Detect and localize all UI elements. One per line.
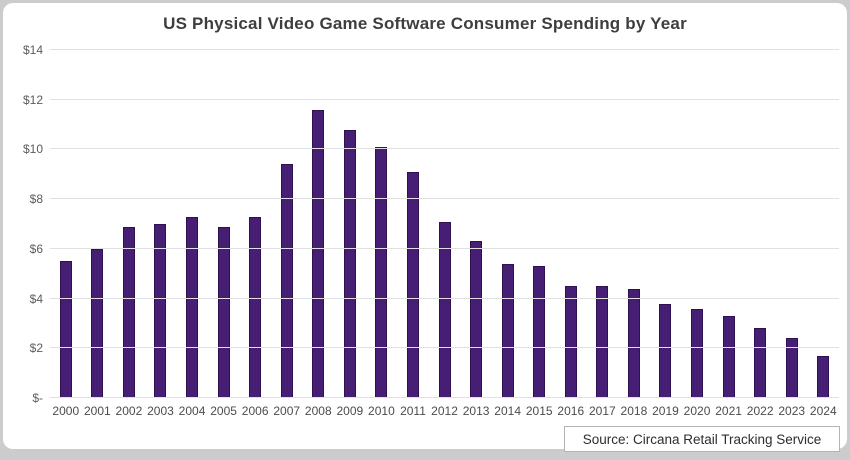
bar-column: 2017 bbox=[587, 50, 619, 417]
bar-column: 2015 bbox=[523, 50, 555, 417]
x-tick-label: 2001 bbox=[83, 404, 111, 418]
bar-column: 2005 bbox=[208, 50, 240, 417]
x-tick-label: 2010 bbox=[368, 404, 395, 418]
bar bbox=[659, 303, 672, 398]
bar-column: 2009 bbox=[334, 50, 366, 417]
x-tick-label: 2000 bbox=[52, 404, 80, 418]
x-tick-label: 2013 bbox=[462, 404, 490, 418]
bar-column: 2002 bbox=[113, 50, 145, 417]
gridline bbox=[50, 49, 839, 50]
y-tick-label: $14 bbox=[22, 43, 43, 57]
x-tick-label: 2024 bbox=[809, 404, 837, 418]
x-tick-label: 2020 bbox=[683, 404, 711, 418]
x-tick-label: 2009 bbox=[336, 404, 364, 418]
bar-column: 2024 bbox=[808, 50, 840, 417]
bar-column: 2003 bbox=[145, 50, 177, 417]
bar bbox=[154, 224, 167, 398]
bar bbox=[785, 338, 798, 398]
gridline bbox=[50, 148, 839, 150]
y-tick-label: $4 bbox=[29, 291, 43, 306]
bar bbox=[596, 286, 609, 398]
x-tick-label: 2016 bbox=[557, 404, 585, 418]
bar-column: 2019 bbox=[650, 50, 682, 417]
source-label: Source: Circana Retail Tracking Service bbox=[582, 431, 822, 447]
bar bbox=[501, 263, 514, 398]
x-tick-label: 2003 bbox=[147, 404, 174, 418]
bar-column: 2014 bbox=[492, 50, 524, 417]
source-box: Source: Circana Retail Tracking Service bbox=[564, 426, 840, 452]
x-tick-label: 2022 bbox=[746, 404, 774, 418]
bar-column: 2010 bbox=[366, 50, 398, 417]
x-tick-label: 2017 bbox=[588, 404, 616, 418]
y-tick-label: $8 bbox=[29, 192, 43, 207]
bar-column: 2013 bbox=[460, 50, 492, 417]
bar bbox=[722, 315, 735, 398]
x-tick-label: 2023 bbox=[778, 404, 806, 418]
bar-column: 2023 bbox=[776, 50, 808, 417]
bar bbox=[122, 226, 135, 398]
bar-column: 2022 bbox=[744, 50, 776, 417]
x-tick-label: 2008 bbox=[304, 404, 332, 418]
bar bbox=[564, 286, 577, 398]
bar bbox=[817, 355, 830, 398]
x-tick-label: 2019 bbox=[652, 404, 679, 418]
bar-column: 2004 bbox=[176, 50, 208, 417]
x-tick-label: 2002 bbox=[115, 404, 143, 418]
bar-column: 2008 bbox=[303, 50, 335, 417]
bar-column: 2018 bbox=[618, 50, 650, 417]
bar bbox=[280, 164, 293, 398]
chart-card: US Physical Video Game Software Consumer… bbox=[3, 3, 847, 452]
bar bbox=[754, 328, 767, 398]
bar-column: 2000 bbox=[50, 50, 82, 417]
x-tick-label: 2015 bbox=[525, 404, 553, 418]
y-tick-label: $6 bbox=[29, 241, 43, 256]
gridline bbox=[50, 198, 839, 200]
x-tick-label: 2021 bbox=[715, 404, 742, 418]
bar bbox=[470, 241, 483, 398]
gridline bbox=[50, 347, 839, 349]
y-tick-label: $2 bbox=[29, 341, 43, 356]
bar-column: 2020 bbox=[681, 50, 713, 417]
bar bbox=[406, 171, 419, 398]
bar-column: 2012 bbox=[429, 50, 461, 417]
bar bbox=[312, 109, 325, 398]
x-tick-label: 2011 bbox=[400, 404, 426, 418]
x-tick-label: 2004 bbox=[178, 404, 206, 418]
gridline bbox=[50, 397, 839, 398]
bar-column: 2001 bbox=[82, 50, 114, 417]
gridline bbox=[50, 247, 839, 249]
y-axis: $- $2 $4 $6 $8 $10 $12 $14 bbox=[3, 44, 45, 404]
bar bbox=[59, 261, 72, 398]
bar bbox=[217, 226, 230, 398]
bar bbox=[438, 221, 451, 398]
bar-column: 2011 bbox=[397, 50, 429, 417]
bar-column: 2016 bbox=[555, 50, 587, 417]
y-tick-label: $12 bbox=[22, 92, 43, 107]
bar bbox=[343, 129, 356, 398]
bar bbox=[691, 308, 704, 398]
y-tick-label: $- bbox=[32, 391, 43, 405]
chart-title: US Physical Video Game Software Consumer… bbox=[163, 14, 687, 33]
gridline bbox=[50, 297, 839, 299]
bars-row: 2000 2001 2002 2003 2004 2005 2006 2007 2008 2009… bbox=[50, 50, 840, 417]
x-tick-label: 2006 bbox=[241, 404, 269, 418]
x-tick-label: 2014 bbox=[494, 404, 522, 418]
bar bbox=[533, 266, 546, 398]
x-tick-label: 2005 bbox=[210, 404, 237, 418]
y-tick-label: $10 bbox=[22, 142, 43, 157]
bar bbox=[249, 216, 262, 398]
bar-column: 2006 bbox=[239, 50, 271, 417]
bar bbox=[627, 288, 640, 398]
plot-area: 2000 2001 2002 2003 2004 2005 2006 2007 2008 2009… bbox=[50, 49, 840, 417]
x-tick-label: 2018 bbox=[620, 404, 648, 418]
gridline bbox=[50, 98, 839, 100]
x-tick-label: 2012 bbox=[431, 404, 458, 418]
bar bbox=[186, 216, 199, 398]
bar-column: 2007 bbox=[271, 50, 303, 417]
x-tick-label: 2007 bbox=[273, 404, 301, 418]
bar bbox=[91, 248, 104, 398]
bar-column: 2021 bbox=[713, 50, 745, 417]
bar bbox=[375, 146, 388, 398]
